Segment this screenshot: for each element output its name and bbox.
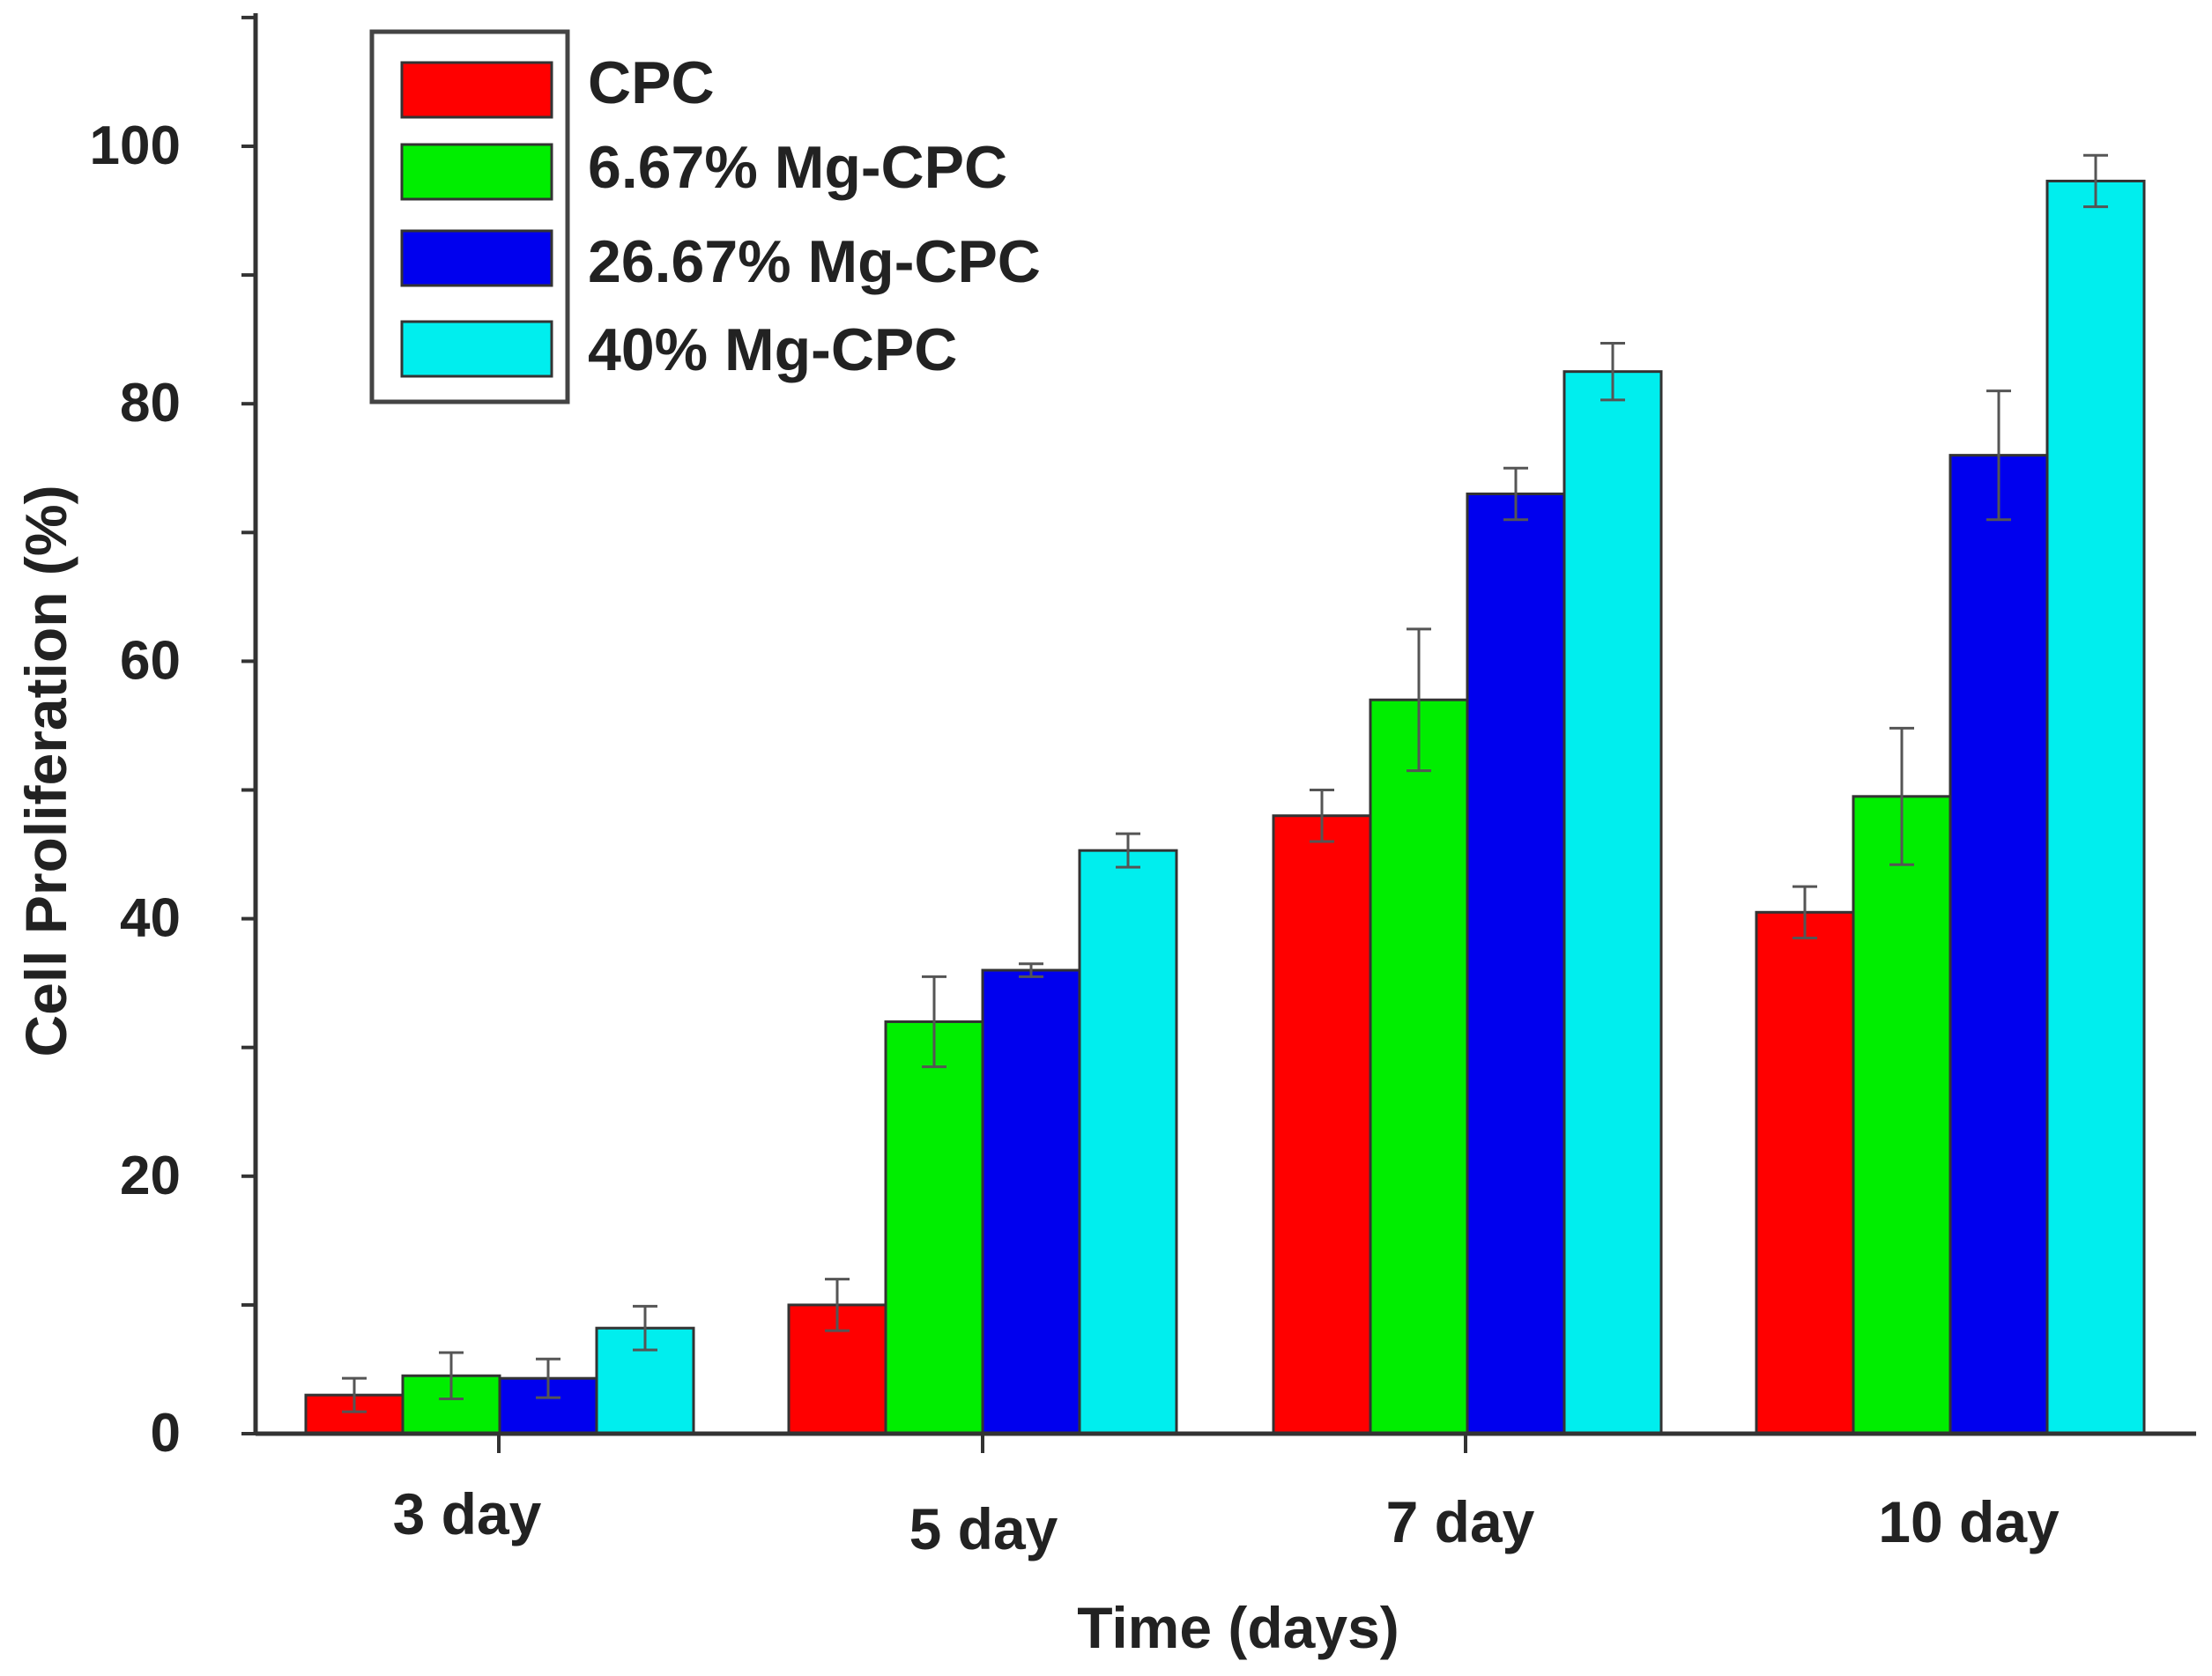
legend-swatch-6-67-mg-cpc	[400, 143, 553, 201]
error-bar-cpc-7-day	[1310, 789, 1334, 843]
bar-cpc-10-day	[1755, 910, 1855, 1435]
error-bar-26-67-mg-cpc-7-day	[1503, 466, 1528, 522]
bar-26-67-mg-cpc-7-day	[1466, 492, 1566, 1435]
legend: CPC 6.67% Mg-CPC 26.67% Mg-CPC 40% Mg-CP…	[369, 29, 1041, 404]
error-bar-40-mg-cpc-5-day	[1116, 832, 1140, 869]
error-bar-26-67-mg-cpc-5-day	[1019, 962, 1043, 978]
error-bar-6-67-mg-cpc-10-day	[1889, 726, 1914, 866]
plot-area: 0 20 40 60 80 100 3 day 5 day 7 day 10 day	[90, 13, 2196, 1561]
error-bar-40-mg-cpc-3-day	[633, 1304, 657, 1352]
error-bar-cpc-5-day	[825, 1278, 850, 1332]
legend-swatch-40-mg-cpc	[400, 320, 553, 378]
bar-6-67-mg-cpc-5-day	[884, 1020, 984, 1435]
legend-label-cpc: CPC	[588, 49, 715, 116]
error-bar-40-mg-cpc-7-day	[1600, 342, 1625, 402]
error-bar-cpc-3-day	[342, 1376, 367, 1413]
x-tick-label-7-day: 7 day	[1386, 1489, 1535, 1554]
x-tick-label-5-day: 5 day	[909, 1496, 1058, 1561]
y-tick-label-80: 80	[120, 373, 181, 434]
bar-26-67-mg-cpc-10-day	[1948, 454, 2049, 1435]
y-axis-title: Cell Proliferation (%)	[13, 485, 78, 1057]
legend-label-6-67-mg-cpc: 6.67% Mg-CPC	[588, 134, 1007, 201]
legend-label-40-mg-cpc: 40% Mg-CPC	[588, 316, 957, 383]
y-tick-label-0: 0	[151, 1403, 181, 1464]
legend-swatch-26-67-mg-cpc	[400, 229, 553, 287]
bar-40-mg-cpc-5-day	[1078, 849, 1178, 1435]
bar-40-mg-cpc-7-day	[1563, 370, 1663, 1435]
legend-label-26-67-mg-cpc: 26.67% Mg-CPC	[588, 228, 1041, 295]
bar-26-67-mg-cpc-5-day	[981, 968, 1081, 1435]
y-tick-label-100: 100	[90, 115, 181, 176]
bar-cpc-7-day	[1272, 814, 1372, 1435]
y-tick-label-40: 40	[120, 888, 181, 949]
y-tick-label-20: 20	[120, 1146, 181, 1206]
error-bar-6-67-mg-cpc-3-day	[439, 1351, 464, 1401]
bar-6-67-mg-cpc-10-day	[1852, 795, 1952, 1435]
x-tick-label-10-day: 10 day	[1878, 1489, 2060, 1554]
error-bar-26-67-mg-cpc-3-day	[536, 1357, 560, 1399]
error-bar-cpc-10-day	[1793, 885, 1817, 940]
error-bar-6-67-mg-cpc-5-day	[922, 975, 946, 1069]
bar-40-mg-cpc-10-day	[2045, 179, 2146, 1435]
error-bar-6-67-mg-cpc-7-day	[1407, 627, 1431, 773]
error-bar-26-67-mg-cpc-10-day	[1986, 389, 2011, 522]
x-axis-title: Time (days)	[1077, 1595, 1399, 1660]
y-tick-label-60: 60	[120, 630, 181, 691]
legend-swatch-cpc	[400, 61, 553, 119]
x-tick-label-3-day: 3 day	[393, 1481, 542, 1546]
error-bar-40-mg-cpc-10-day	[2083, 153, 2108, 209]
bar-6-67-mg-cpc-7-day	[1369, 698, 1469, 1435]
